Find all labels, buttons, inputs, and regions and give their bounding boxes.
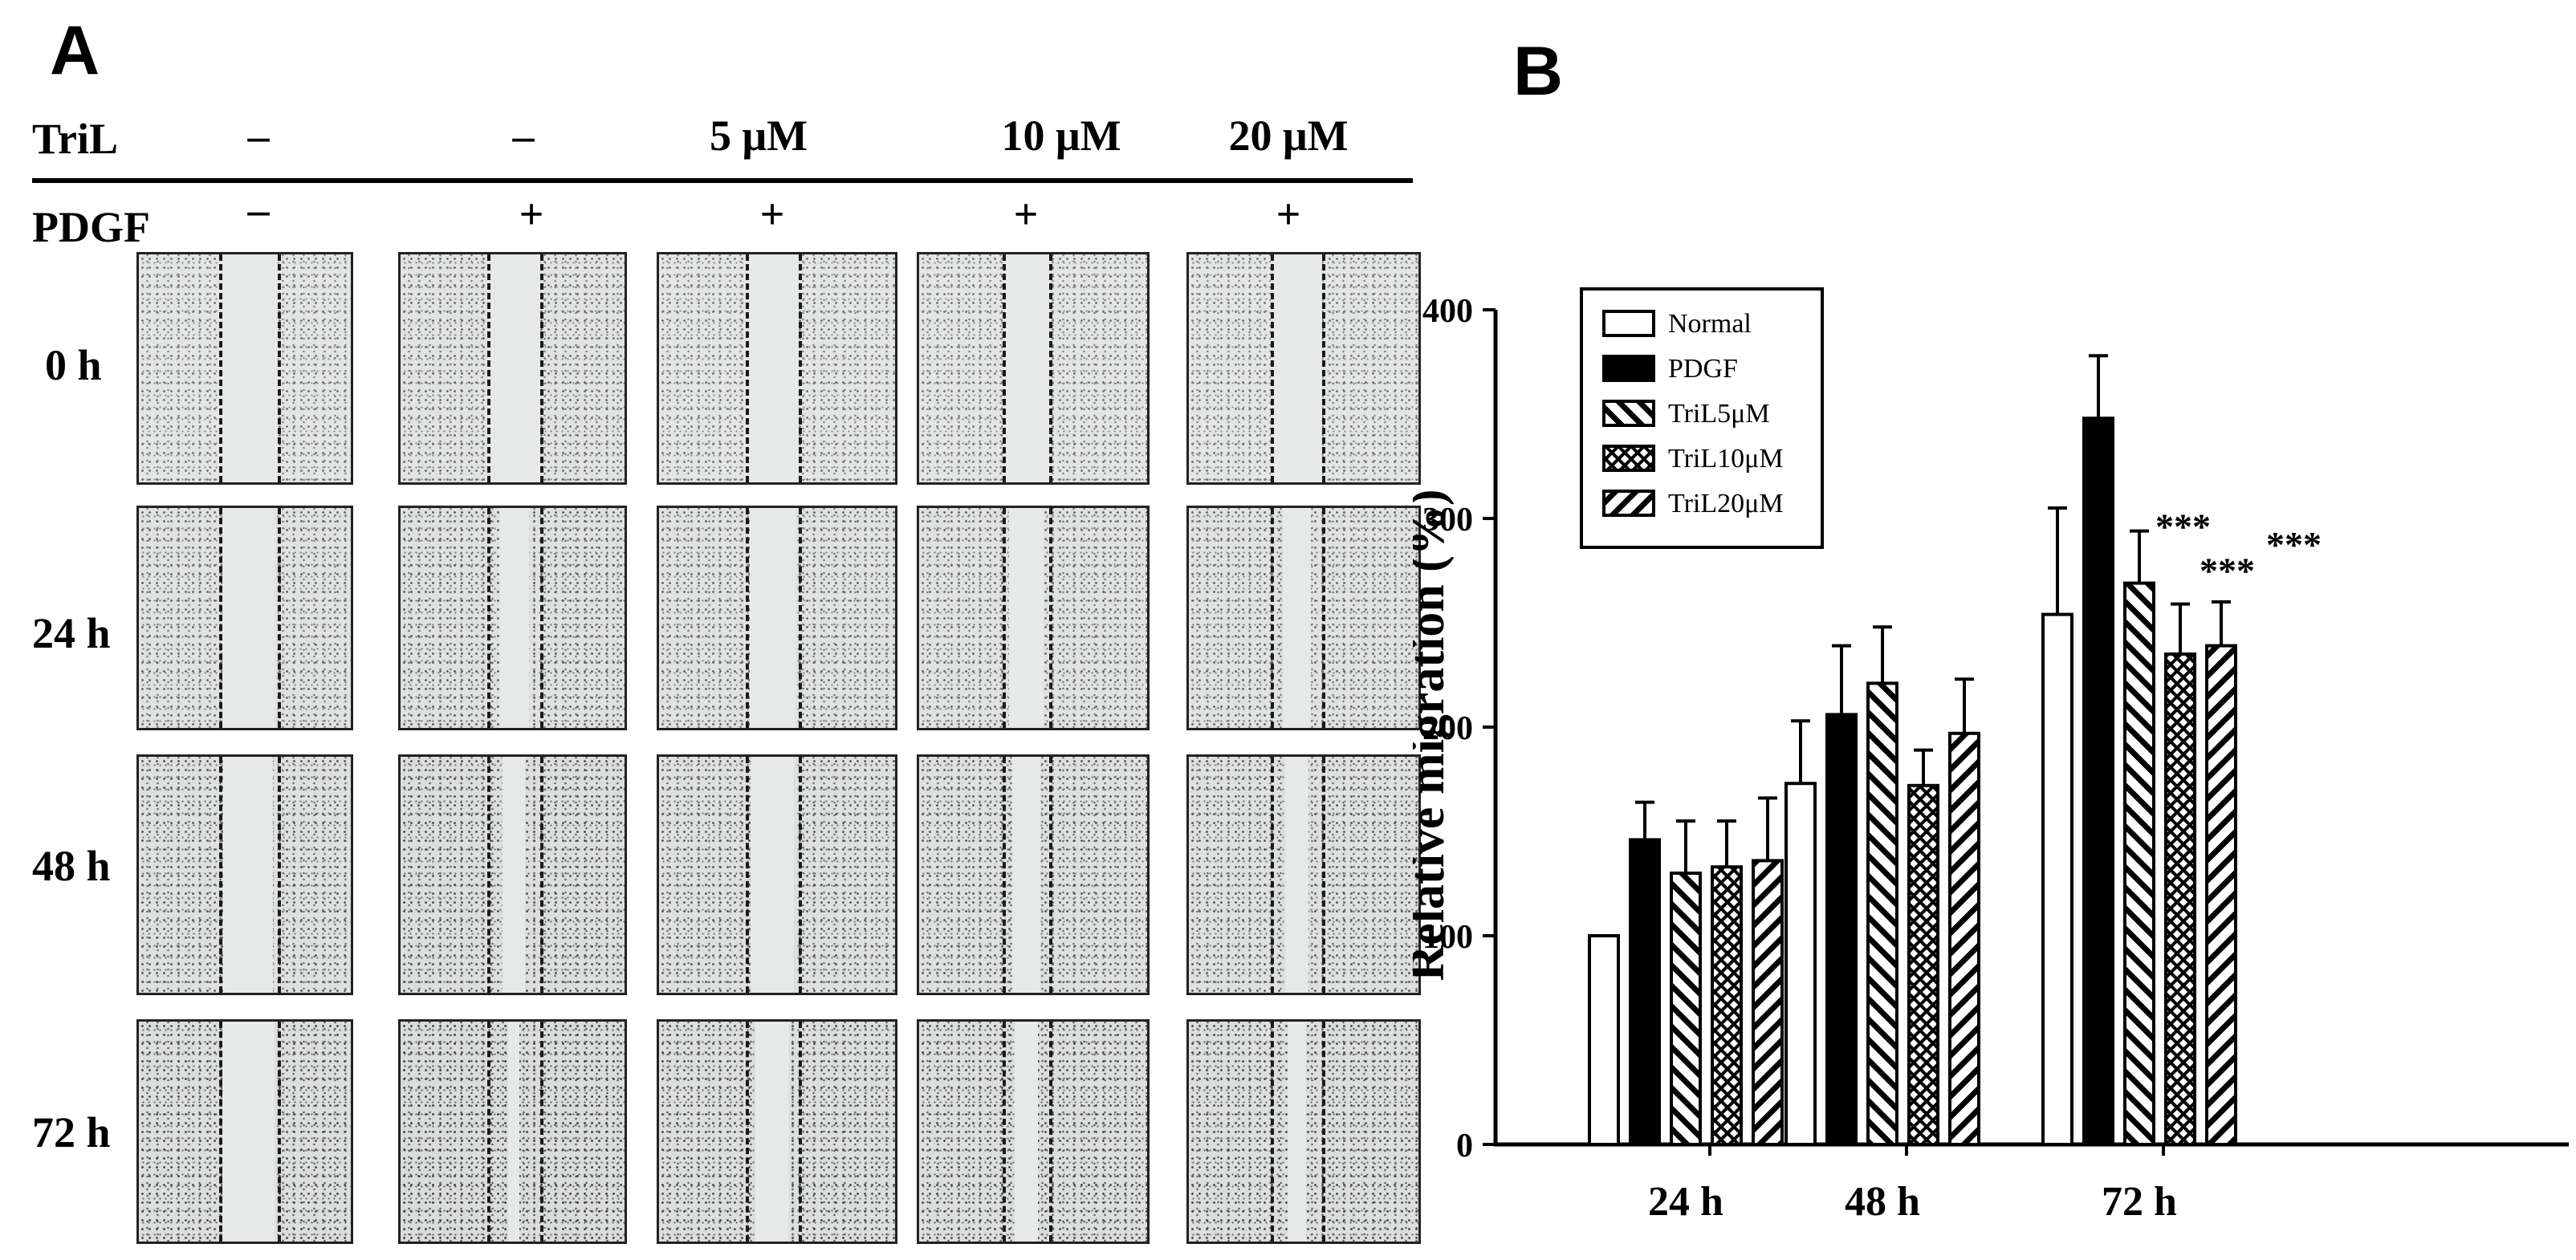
bar xyxy=(1784,782,1817,1146)
scratch-well-image xyxy=(398,1019,627,1244)
bar xyxy=(1752,859,1784,1147)
tril-col-4: 10 μM xyxy=(1001,112,1121,160)
scratch-well-image xyxy=(1186,506,1421,730)
scratch-well-image xyxy=(657,252,897,485)
pdgf-col-5: + xyxy=(1276,190,1301,238)
bar xyxy=(1825,713,1858,1146)
pdgf-col-3: + xyxy=(759,190,785,238)
scratch-well-image xyxy=(136,1019,353,1244)
bar xyxy=(2205,644,2237,1147)
scratch-well-image xyxy=(136,754,353,995)
scratch-well-image xyxy=(917,754,1150,995)
bar xyxy=(1948,731,1980,1146)
tril-col-5: 20 μM xyxy=(1228,112,1349,160)
bar xyxy=(2164,652,2196,1146)
scratch-well-image xyxy=(398,506,627,730)
legend-label: TriL5μM xyxy=(1668,399,1770,429)
y-axis-label: Relative migration (%) xyxy=(1413,490,1455,982)
scratch-well-image xyxy=(657,754,897,995)
y-tick-label: 0 xyxy=(1456,1128,1473,1164)
bar xyxy=(1711,865,1743,1146)
bar xyxy=(1629,838,1661,1147)
legend-label: TriL10μM xyxy=(1668,444,1784,474)
relative-migration-bar-chart: 0 100 200 300 400 Relative migration (%) 24 h 4… xyxy=(1413,287,2569,1225)
panel-b-letter: B xyxy=(1513,33,1564,110)
scratch-well-image xyxy=(917,1019,1150,1244)
bar xyxy=(2041,612,2073,1147)
scratch-well-image xyxy=(398,252,627,485)
y-tick-label: 300 xyxy=(1422,502,1473,539)
tril-col-2: – xyxy=(512,112,535,160)
significance-stars: *** xyxy=(2155,506,2211,547)
tril-row-label: TriL xyxy=(32,115,118,163)
tril-col-1: – xyxy=(247,112,270,160)
header-separator-line xyxy=(32,178,1413,183)
scratch-well-image xyxy=(398,754,627,995)
scratch-well-image xyxy=(1186,1019,1421,1244)
time-label-0h: 0 h xyxy=(45,341,102,389)
legend-label: Normal xyxy=(1668,309,1752,339)
scratch-well-image xyxy=(917,506,1150,730)
legend-swatch xyxy=(1602,400,1655,427)
tril-col-3: 5 μM xyxy=(709,112,808,160)
y-tick-label: 400 xyxy=(1422,293,1473,330)
legend-swatch xyxy=(1602,310,1655,337)
x-tick-label: 48 h xyxy=(1845,1179,1920,1225)
pdgf-col-1: – xyxy=(247,185,270,234)
legend-swatch xyxy=(1602,445,1655,472)
legend-swatch xyxy=(1602,355,1655,382)
pdgf-row-label: PDGF xyxy=(32,203,150,251)
scratch-well-image xyxy=(917,252,1150,485)
bar xyxy=(1907,783,1939,1146)
scratch-well-image xyxy=(1186,252,1421,485)
bar xyxy=(1670,872,1702,1146)
pdgf-col-4: + xyxy=(1013,190,1039,238)
bar xyxy=(2082,417,2114,1146)
x-tick-label: 72 h xyxy=(2102,1179,2177,1225)
significance-stars: *** xyxy=(2266,524,2322,565)
scratch-well-image xyxy=(136,252,353,485)
pdgf-col-2: + xyxy=(519,190,544,238)
scratch-well-image xyxy=(1186,754,1421,995)
scratch-well-image xyxy=(657,506,897,730)
time-label-72h: 72 h xyxy=(32,1108,111,1156)
bar xyxy=(1588,934,1620,1146)
x-tick-label: 24 h xyxy=(1648,1179,1723,1225)
panel-a-letter: A xyxy=(50,12,100,89)
y-tick-label: 100 xyxy=(1422,919,1473,956)
scratch-well-image xyxy=(657,1019,897,1244)
bar xyxy=(2123,581,2155,1147)
time-label-24h: 24 h xyxy=(32,609,111,657)
legend-swatch xyxy=(1602,490,1655,517)
legend-label: PDGF xyxy=(1668,354,1738,384)
scratch-well-image xyxy=(136,506,353,730)
bar xyxy=(1866,681,1898,1146)
legend-label: TriL20μM xyxy=(1668,489,1784,518)
significance-stars: *** xyxy=(2200,551,2255,591)
y-tick-label: 200 xyxy=(1422,710,1473,747)
time-label-48h: 48 h xyxy=(32,842,111,890)
